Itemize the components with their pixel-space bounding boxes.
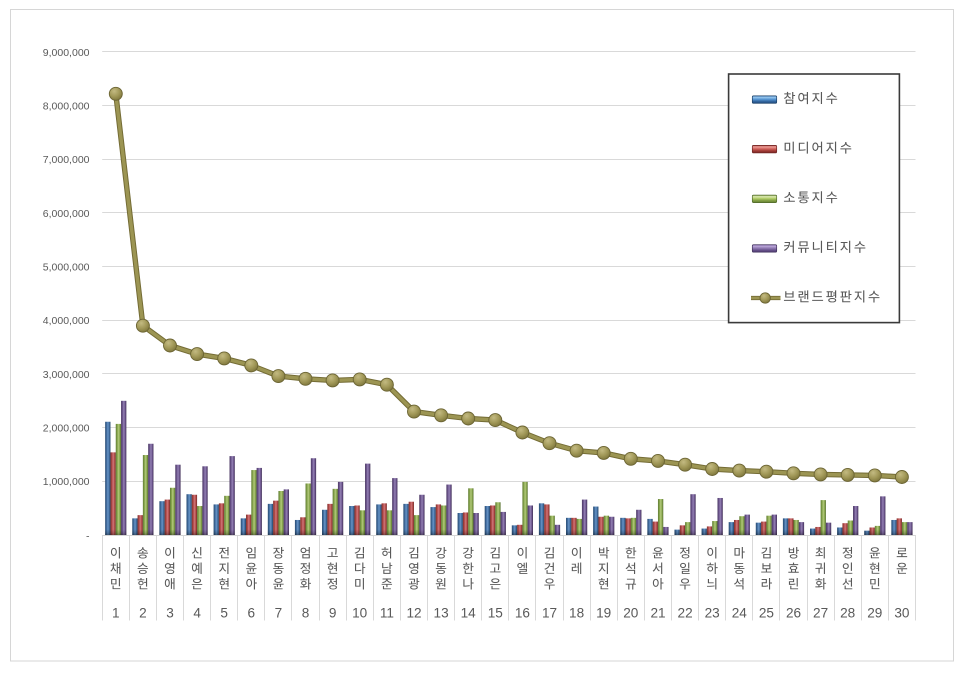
svg-text:4: 4 <box>193 605 201 620</box>
svg-text:19: 19 <box>596 605 611 620</box>
svg-text:6: 6 <box>248 605 256 620</box>
svg-text:2,000,000: 2,000,000 <box>43 423 90 435</box>
svg-text:7,000,000: 7,000,000 <box>43 154 90 166</box>
svg-text:27: 27 <box>813 605 828 620</box>
svg-text:15: 15 <box>488 605 503 620</box>
svg-text:6,000,000: 6,000,000 <box>43 208 90 220</box>
svg-text:26: 26 <box>786 605 801 620</box>
svg-text:2: 2 <box>139 605 147 620</box>
svg-text:7: 7 <box>275 605 283 620</box>
svg-text:3,000,000: 3,000,000 <box>43 369 90 381</box>
svg-text:5: 5 <box>220 605 228 620</box>
svg-text:1,000,000: 1,000,000 <box>43 476 90 488</box>
svg-text:12: 12 <box>406 605 421 620</box>
svg-text:16: 16 <box>515 605 530 620</box>
svg-text:5,000,000: 5,000,000 <box>43 261 90 273</box>
svg-text:10: 10 <box>352 605 368 620</box>
svg-text:9: 9 <box>329 605 337 620</box>
svg-text:17: 17 <box>542 605 557 620</box>
svg-text:23: 23 <box>705 605 720 620</box>
svg-text:21: 21 <box>650 605 665 620</box>
svg-text:22: 22 <box>678 605 693 620</box>
svg-text:13: 13 <box>434 605 449 620</box>
svg-text:28: 28 <box>840 605 855 620</box>
svg-text:1: 1 <box>112 605 120 620</box>
svg-text:8,000,000: 8,000,000 <box>43 100 90 112</box>
svg-text:25: 25 <box>759 605 774 620</box>
svg-text:-: - <box>86 530 90 542</box>
svg-text:8: 8 <box>302 605 310 620</box>
svg-text:9,000,000: 9,000,000 <box>43 47 90 59</box>
svg-text:29: 29 <box>867 605 882 620</box>
svg-text:11: 11 <box>380 605 394 620</box>
svg-text:3: 3 <box>166 605 174 620</box>
svg-text:18: 18 <box>569 605 584 620</box>
svg-text:24: 24 <box>732 605 748 620</box>
svg-text:14: 14 <box>461 605 477 620</box>
svg-text:20: 20 <box>623 605 639 620</box>
svg-text:30: 30 <box>894 605 910 620</box>
svg-text:4,000,000: 4,000,000 <box>43 315 90 327</box>
